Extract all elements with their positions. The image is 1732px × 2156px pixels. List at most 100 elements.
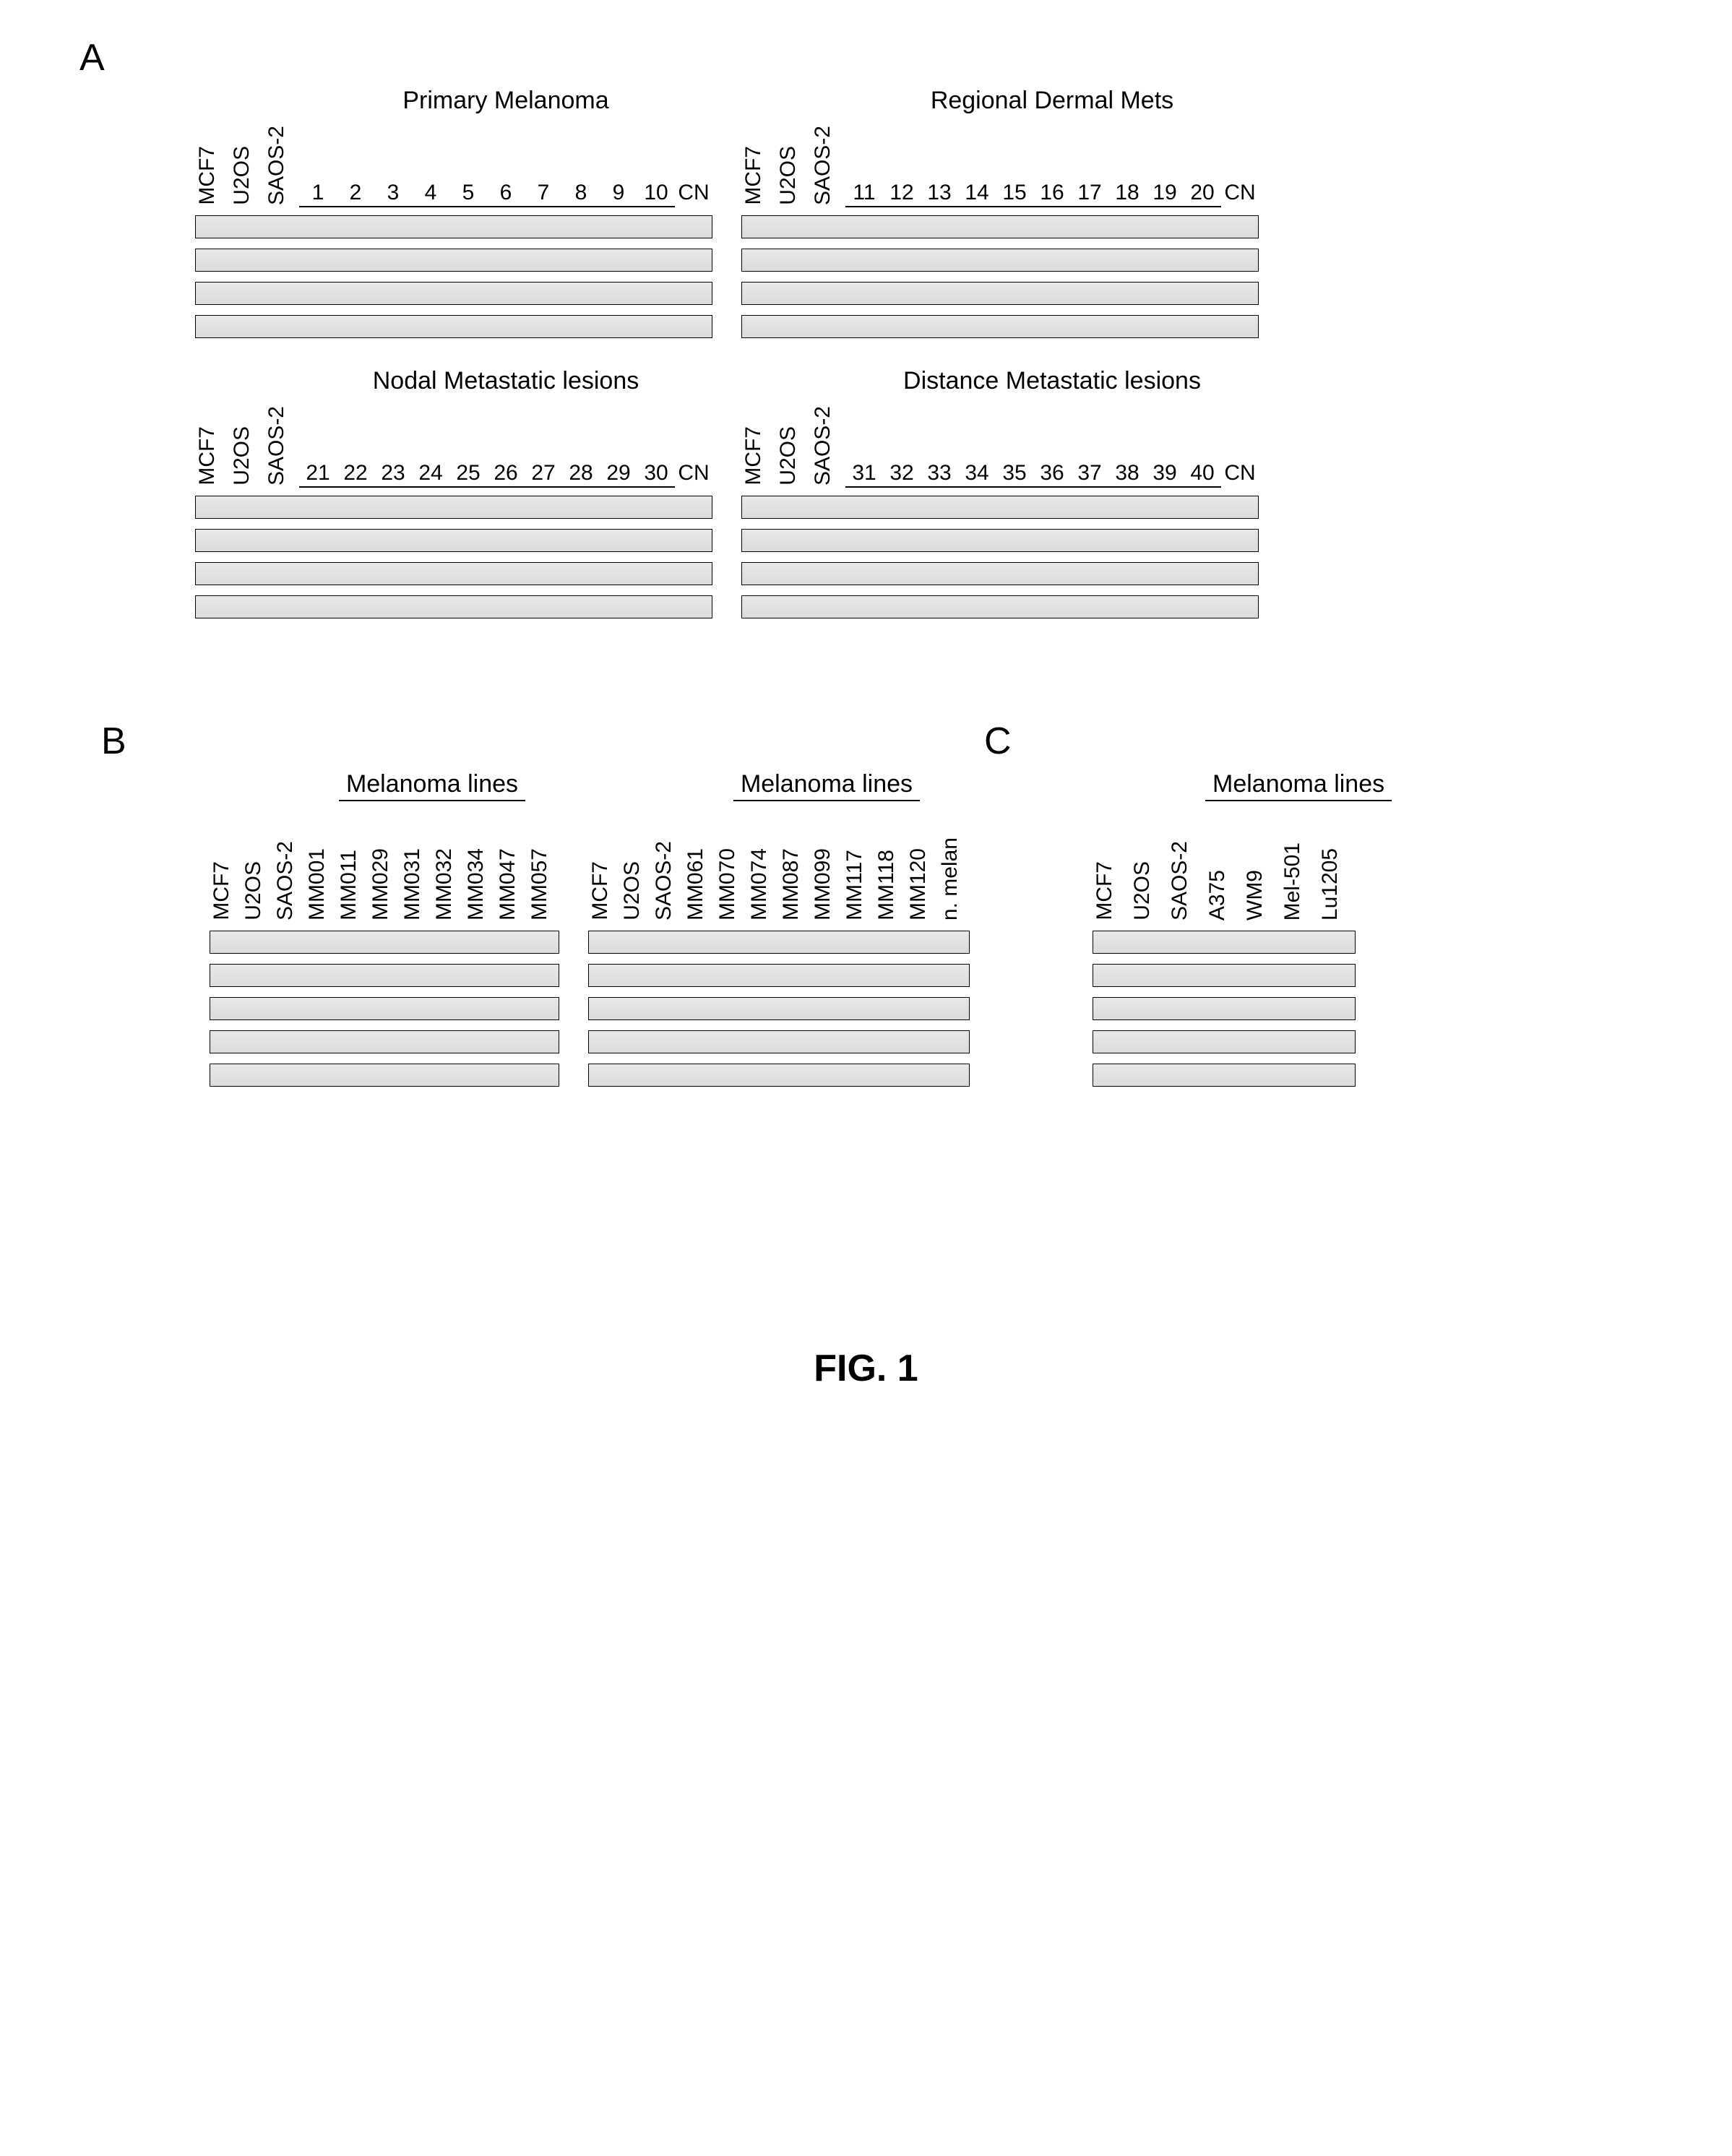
- blot-row: [588, 931, 970, 954]
- control-label: MCF7: [210, 860, 241, 920]
- control-label: SAOS-2: [264, 405, 299, 486]
- sample-label: MM032: [432, 847, 464, 920]
- blot-row: MDM2: [741, 529, 1259, 552]
- group-title: Primary Melanoma: [299, 87, 712, 115]
- blot-unit: Distance Metastatic lesions MCF7U2OSSAOS-…: [741, 367, 1259, 618]
- blot-row: p53: [195, 315, 712, 338]
- blot-row: [588, 997, 970, 1020]
- sample-label: 26: [487, 461, 525, 486]
- sample-label: 19: [1146, 181, 1184, 205]
- control-label: SAOS-2: [273, 840, 305, 920]
- control-label: SAOS-2: [1168, 840, 1205, 920]
- control-label: U2OS: [1130, 860, 1168, 920]
- blot-row: p53: [210, 1030, 559, 1053]
- sample-label: 21: [299, 461, 337, 486]
- sample-label: 32: [883, 461, 921, 486]
- blot-row: Vinc.: [1093, 931, 1356, 954]
- control-label: MCF7: [1093, 860, 1130, 920]
- figure-caption: FIG. 1: [58, 1347, 1674, 1390]
- control-label: U2OS: [241, 860, 273, 920]
- sample-label: 7: [525, 181, 562, 205]
- blot-group-b: Melanoma linesMCF7U2OSSAOS-2MM001MM011MM…: [210, 770, 970, 1087]
- control-label: U2OS: [620, 860, 652, 920]
- blot-row: [588, 1064, 970, 1087]
- control-label: U2OS: [776, 145, 811, 205]
- sample-label: 16: [1033, 181, 1071, 205]
- sample-label: 29: [600, 461, 637, 486]
- group-title-text: Melanoma lines: [733, 770, 920, 801]
- control-label: MCF7: [195, 145, 230, 205]
- blot-row: Tubulin: [210, 931, 559, 954]
- sample-label: MM001: [305, 847, 337, 920]
- control-label: U2OS: [776, 425, 811, 486]
- lane-header: MCF7U2OSSAOS-211121314151617181920CN: [741, 118, 1259, 205]
- lane-header: MCF7U2OSSAOS-231323334353637383940CN: [741, 399, 1259, 486]
- sample-label: MM047: [496, 847, 527, 920]
- control-label: MCF7: [195, 425, 230, 486]
- blot-row: Vinc.: [741, 215, 1259, 238]
- group-title: Regional Dermal Mets: [845, 87, 1259, 115]
- sample-label: MM061: [684, 847, 715, 920]
- sample-label: 23: [374, 461, 412, 486]
- sample-label: A375: [1205, 868, 1243, 920]
- sample-label: MM057: [527, 847, 559, 920]
- sample-label: MM099: [811, 847, 843, 920]
- sample-label: 24: [412, 461, 449, 486]
- sample-label: 10: [637, 181, 675, 205]
- sample-label: MM117: [843, 848, 874, 920]
- sample-label: MM011: [337, 848, 369, 920]
- sample-label: 25: [449, 461, 487, 486]
- lane-header: MCF7U2OSSAOS-2MM061MM070MM074MM087MM099M…: [588, 805, 970, 920]
- sample-label: 20: [1184, 181, 1221, 205]
- sample-label: MM029: [369, 847, 400, 920]
- sample-label: 22: [337, 461, 374, 486]
- blot-row: MDM2: [210, 964, 559, 987]
- blot-row: MDM4: [195, 282, 712, 305]
- blot-row: p53: [195, 595, 712, 618]
- control-label: MCF7: [741, 425, 776, 486]
- sample-label: 14: [958, 181, 996, 205]
- lane-header: MCF7U2OSSAOS-2A375WM9Mel-501Lu1205: [1093, 805, 1392, 920]
- sample-label: 27: [525, 461, 562, 486]
- blot-row: MDM4: [195, 562, 712, 585]
- panel-letter-a: A: [79, 36, 1674, 79]
- sample-label: 31: [845, 461, 883, 486]
- panel-bc-wrap: BMelanoma linesMCF7U2OSSAOS-2MM001MM011M…: [58, 720, 1674, 1116]
- blot-unit: Nodal Metastatic lesions MCF7U2OSSAOS-221…: [195, 367, 712, 618]
- sample-label: 35: [996, 461, 1033, 486]
- sample-label: 8: [562, 181, 600, 205]
- blot-row: MDM4: [741, 562, 1259, 585]
- group-title: Distance Metastatic lesions: [845, 367, 1259, 395]
- sample-label: 34: [958, 461, 996, 486]
- blot-row: MDM4: [210, 997, 559, 1020]
- blot-unit: Melanoma linesMCF7U2OSSAOS-2MM001MM011MM…: [210, 770, 559, 1087]
- sample-label: 28: [562, 461, 600, 486]
- sample-label: MM070: [715, 847, 747, 920]
- blot-unit: Regional Dermal Mets MCF7U2OSSAOS-2111213…: [741, 87, 1259, 338]
- blot-row: p21: [1093, 1064, 1356, 1087]
- panel-b: BMelanoma linesMCF7U2OSSAOS-2MM001MM011M…: [145, 720, 970, 1116]
- lane-header: MCF7U2OSSAOS-221222324252627282930CN: [195, 399, 712, 486]
- sample-label: 38: [1108, 461, 1146, 486]
- sample-label: MM034: [464, 847, 496, 920]
- sample-label: 33: [921, 461, 958, 486]
- sample-label: 12: [883, 181, 921, 205]
- sample-label: 37: [1071, 461, 1108, 486]
- group-title: Melanoma lines: [1205, 770, 1392, 801]
- sample-label: MM118: [874, 848, 906, 920]
- sample-label: MM031: [400, 847, 432, 920]
- blot-row: p21: [210, 1064, 559, 1087]
- blot-row: MDM2: [1093, 964, 1356, 987]
- sample-label: 30: [637, 461, 675, 486]
- blot-row: [588, 1030, 970, 1053]
- sample-label: MM074: [747, 847, 779, 920]
- blot-row: [588, 964, 970, 987]
- blot-unit: Melanoma lines MCF7U2OSSAOS-2A375WM9Mel-5…: [1093, 770, 1392, 1087]
- sample-label: 18: [1108, 181, 1146, 205]
- control-label: U2OS: [230, 425, 264, 486]
- group-title: Nodal Metastatic lesions: [299, 367, 712, 395]
- sample-label: 5: [449, 181, 487, 205]
- group-title-text: Melanoma lines: [339, 770, 525, 801]
- sample-label: CN: [675, 461, 712, 486]
- trailing-label: n. melan: [938, 836, 970, 920]
